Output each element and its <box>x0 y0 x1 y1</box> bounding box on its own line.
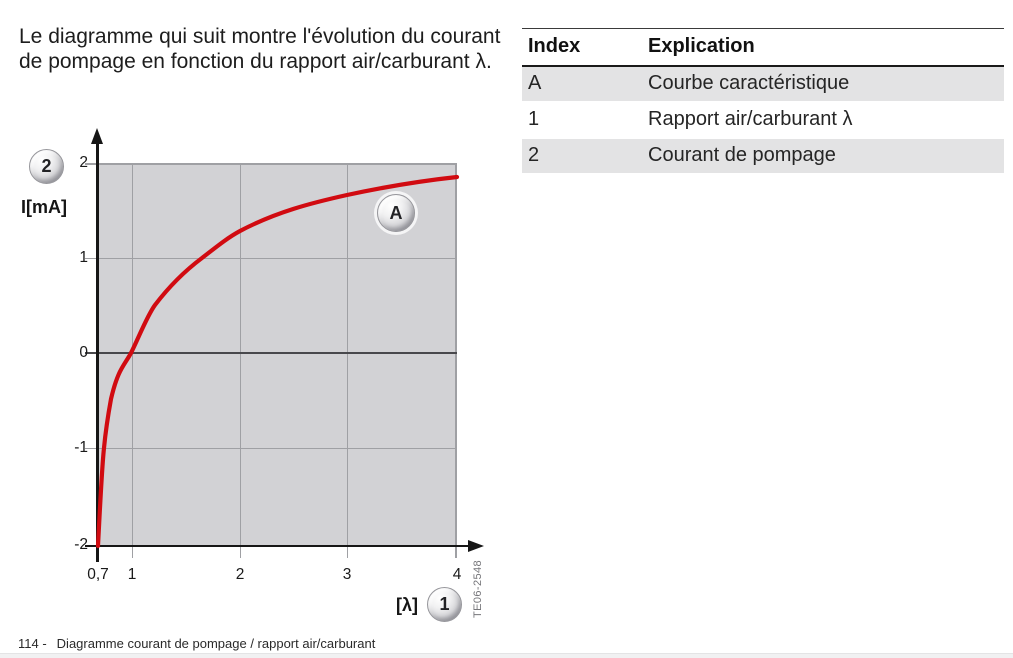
gridline-y-2 <box>85 163 457 165</box>
y-axis-arrow-icon <box>91 128 103 144</box>
legend-header-explication: Explication <box>640 28 1004 67</box>
legend-index-2: 2 <box>528 144 540 166</box>
xtick-3: 3 <box>342 566 352 583</box>
badge-2-label: 2 <box>41 156 52 176</box>
badge-2-pumping-current: 2 <box>29 149 64 184</box>
ytick-0: 0 <box>79 344 88 361</box>
ytick-neg1: -1 <box>74 439 88 456</box>
badge-1-lambda: 1 <box>427 587 462 622</box>
xtick-4: 4 <box>452 566 462 583</box>
figure-code: TE06-2548 <box>472 559 484 619</box>
gridline-x-4 <box>455 163 457 558</box>
gridline-x-2 <box>239 163 241 558</box>
badge-a-label: A <box>389 202 403 223</box>
xtick-1: 1 <box>127 566 137 583</box>
legend-header-row: Index Explication <box>522 28 1004 67</box>
ytick-2: 2 <box>79 154 88 171</box>
x-axis-label: [λ] <box>396 595 418 615</box>
intro-text: Le diagramme qui suit montre l'évolution… <box>19 25 501 73</box>
gridline-x-1 <box>131 163 133 558</box>
legend-table: Index Explication A Courbe caractéristiq… <box>522 28 1004 175</box>
legend-index-1: 1 <box>528 108 540 130</box>
badge-1-label: 1 <box>439 594 450 614</box>
x-axis <box>85 544 471 548</box>
figure-caption: 114 - Diagramme courant de pompage / rapp… <box>18 636 375 651</box>
figure-number: 114 - <box>18 636 47 651</box>
legend-row-2: 2 Courant de pompage <box>522 137 1004 174</box>
y-axis <box>96 142 99 562</box>
gridline-y-1 <box>85 257 457 259</box>
xtick-2: 2 <box>235 566 245 583</box>
badge-a-curve: A <box>377 194 415 232</box>
gridline-y-neg1 <box>85 447 457 449</box>
figure-caption-text: Diagramme courant de pompage / rapport a… <box>56 636 376 651</box>
legend-explication-2: Courant de pompage <box>648 144 836 166</box>
page-edge-strip <box>0 653 1013 658</box>
gridline-x-3 <box>346 163 348 558</box>
legend-explication-1: Rapport air/carburant λ <box>648 108 853 130</box>
ytick-neg2: -2 <box>74 536 88 553</box>
zero-line <box>85 351 457 355</box>
legend-index-a: A <box>528 72 542 94</box>
xtick-0-7: 0,7 <box>87 566 109 583</box>
legend-row-1: 1 Rapport air/carburant λ <box>522 102 1004 138</box>
y-axis-label: I[mA] <box>21 197 67 217</box>
legend-row-a: A Courbe caractéristique <box>522 65 1004 102</box>
legend-explication-a: Courbe caractéristique <box>648 72 850 94</box>
x-axis-arrow-icon <box>468 539 484 552</box>
ytick-1: 1 <box>79 249 88 266</box>
legend-header-index: Index <box>522 28 640 67</box>
